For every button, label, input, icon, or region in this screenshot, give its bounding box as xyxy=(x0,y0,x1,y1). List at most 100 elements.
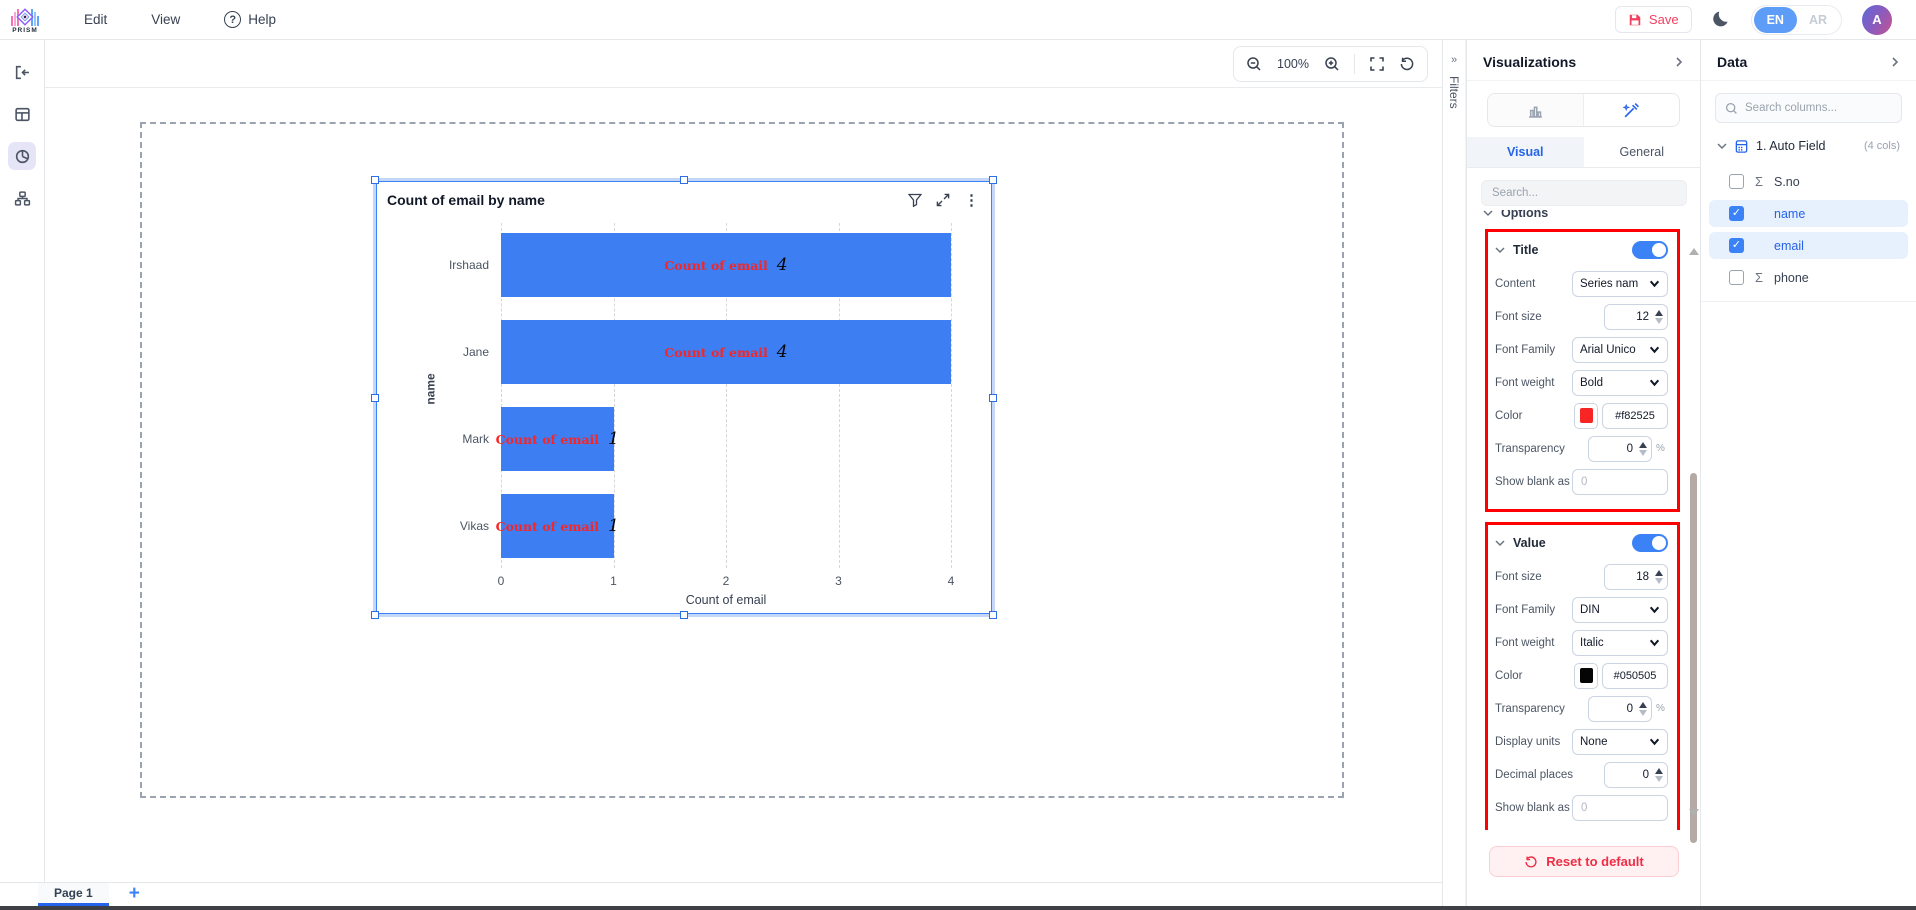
content-select[interactable]: Series nam xyxy=(1572,270,1668,297)
stepper-down-icon[interactable] xyxy=(1654,317,1663,324)
x-tick-label: 1 xyxy=(610,574,617,588)
resize-handle[interactable] xyxy=(989,176,997,184)
value-font-family-select[interactable]: DIN xyxy=(1572,596,1668,623)
viz-search-input[interactable] xyxy=(1481,180,1687,206)
title-show-blank-input[interactable] xyxy=(1572,468,1668,495)
title-font-size-stepper[interactable]: 12 xyxy=(1604,303,1668,330)
resize-handle[interactable] xyxy=(680,176,688,184)
title-color-swatch[interactable] xyxy=(1574,402,1598,429)
filter-icon[interactable] xyxy=(908,193,922,207)
value-color-hex[interactable]: #050505 xyxy=(1602,662,1668,689)
title-section-header[interactable]: Title xyxy=(1495,236,1668,264)
value-show-blank-input[interactable] xyxy=(1572,794,1668,821)
sidebar-item-model[interactable] xyxy=(8,184,36,212)
reset-label: Reset to default xyxy=(1546,854,1644,869)
page-tab-1[interactable]: Page 1 xyxy=(38,883,109,906)
data-search-input[interactable] xyxy=(1745,102,1885,114)
data-search[interactable] xyxy=(1715,93,1902,123)
dark-mode-toggle[interactable] xyxy=(1712,10,1731,29)
title-color-hex[interactable]: #f82525 xyxy=(1602,402,1668,429)
resize-handle[interactable] xyxy=(680,611,688,619)
menu-help[interactable]: ? Help xyxy=(224,11,276,28)
value-font-weight-select[interactable]: Italic xyxy=(1572,629,1668,656)
field-row-phone[interactable]: Σ phone xyxy=(1709,264,1908,291)
stepper-up-icon[interactable] xyxy=(1638,441,1647,448)
stepper-down-icon[interactable] xyxy=(1638,709,1647,716)
sidebar-item-charts[interactable] xyxy=(8,142,36,170)
decimal-places-stepper[interactable]: 0 xyxy=(1604,761,1668,788)
value-transparency-stepper[interactable]: 0 xyxy=(1588,695,1652,722)
viz-scrollbar[interactable] xyxy=(1688,248,1699,843)
stepper-up-icon[interactable] xyxy=(1654,309,1663,316)
value-section-header[interactable]: Value xyxy=(1495,529,1668,557)
resize-handle[interactable] xyxy=(989,611,997,619)
resize-handle[interactable] xyxy=(371,393,379,402)
checkbox-unchecked[interactable] xyxy=(1729,270,1744,285)
resize-handle[interactable] xyxy=(371,611,379,619)
stepper-down-icon[interactable] xyxy=(1654,577,1663,584)
viz-settings-scroll[interactable]: Options Title Content Series nam Font si… xyxy=(1467,210,1700,830)
stepper-up-icon[interactable] xyxy=(1654,569,1663,576)
lang-en-option[interactable]: EN xyxy=(1753,6,1797,33)
stepper-up-icon[interactable] xyxy=(1654,767,1663,774)
value-color-swatch[interactable] xyxy=(1574,662,1598,689)
collapse-visualizations-icon[interactable] xyxy=(1674,57,1684,67)
title-font-family-select[interactable]: Arial Unico xyxy=(1572,336,1668,363)
checkbox-checked[interactable]: ✓ xyxy=(1729,238,1744,253)
scroll-down-icon[interactable] xyxy=(1689,809,1699,816)
tab-general[interactable]: General xyxy=(1619,145,1664,159)
title-toggle[interactable] xyxy=(1632,241,1668,259)
field-row-email[interactable]: ✓ email xyxy=(1709,232,1908,259)
menu-edit[interactable]: Edit xyxy=(84,12,108,27)
field-row-name[interactable]: ✓ name xyxy=(1709,200,1908,227)
display-units-select[interactable]: None xyxy=(1572,728,1668,755)
stepper-down-icon[interactable] xyxy=(1654,775,1663,782)
value-toggle[interactable] xyxy=(1632,534,1668,552)
bar[interactable]: Count of email 4 xyxy=(501,233,951,297)
chart-widget[interactable]: Count of email by name ⋮ Irshaad Count of… xyxy=(371,176,997,619)
language-toggle[interactable]: EN AR xyxy=(1750,4,1842,35)
checkbox-checked[interactable]: ✓ xyxy=(1729,206,1744,221)
chart-bar-row: Irshaad Count of email 4 xyxy=(449,233,951,297)
expand-icon[interactable] xyxy=(936,193,950,207)
menu-view[interactable]: View xyxy=(151,12,181,27)
value-font-size-stepper[interactable]: 18 xyxy=(1604,563,1668,590)
bar[interactable]: Count of email 1 xyxy=(496,494,619,558)
zoom-in-button[interactable] xyxy=(1324,56,1340,72)
zoom-out-button[interactable] xyxy=(1246,56,1262,72)
reset-to-default-button[interactable]: Reset to default xyxy=(1489,846,1679,877)
title-font-weight-select[interactable]: Bold xyxy=(1572,369,1668,396)
scroll-up-icon[interactable] xyxy=(1689,248,1699,255)
reset-view-button[interactable] xyxy=(1399,56,1415,72)
lang-ar-option[interactable]: AR xyxy=(1808,12,1827,27)
resize-handle[interactable] xyxy=(989,393,997,402)
stepper-up-icon[interactable] xyxy=(1638,701,1647,708)
more-options-icon[interactable]: ⋮ xyxy=(964,192,979,209)
bar-chart-mode-button[interactable] xyxy=(1488,94,1583,126)
table-auto-field[interactable]: 1. Auto Field (4 cols) xyxy=(1701,129,1916,163)
add-page-button[interactable]: + xyxy=(128,883,140,904)
resize-handle[interactable] xyxy=(371,176,379,184)
scrollbar-thumb[interactable] xyxy=(1690,473,1697,843)
bar[interactable]: Count of email 4 xyxy=(501,320,951,384)
data-title: Data xyxy=(1717,54,1748,70)
checkbox-unchecked[interactable] xyxy=(1729,174,1744,189)
field-row-sno[interactable]: Σ S.no xyxy=(1709,168,1908,195)
toolbar-divider xyxy=(1354,53,1355,74)
chevron-down-icon xyxy=(1649,379,1660,387)
format-mode-button[interactable] xyxy=(1583,94,1679,126)
sidebar-item-exit[interactable] xyxy=(8,58,36,86)
fullscreen-button[interactable] xyxy=(1369,56,1385,72)
user-avatar[interactable]: A xyxy=(1862,4,1892,35)
bar[interactable]: Count of email 1 xyxy=(496,407,619,471)
report-canvas[interactable]: Count of email by name ⋮ Irshaad Count of… xyxy=(45,88,1442,878)
title-transparency-stepper[interactable]: 0 xyxy=(1588,435,1652,462)
save-button[interactable]: Save xyxy=(1614,6,1692,33)
options-section-row[interactable]: Options xyxy=(1467,210,1700,223)
sidebar-item-layout[interactable] xyxy=(8,100,36,128)
collapse-data-icon[interactable] xyxy=(1890,57,1900,67)
tab-visual[interactable]: Visual xyxy=(1467,137,1584,167)
collapse-filters-icon[interactable]: » xyxy=(1450,54,1458,66)
gridline xyxy=(951,223,952,568)
stepper-down-icon[interactable] xyxy=(1638,449,1647,456)
